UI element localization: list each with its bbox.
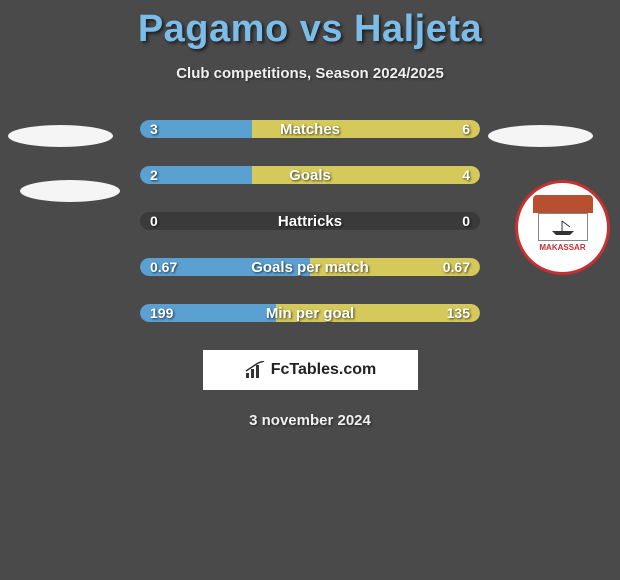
stat-label: Matches bbox=[280, 121, 340, 138]
stat-value-left: 2 bbox=[150, 167, 158, 183]
stat-row: 3 6 Matches bbox=[0, 120, 620, 138]
page-subtitle: Club competitions, Season 2024/2025 bbox=[0, 65, 620, 82]
stat-value-left: 199 bbox=[150, 305, 173, 321]
stat-value-left: 0 bbox=[150, 213, 158, 229]
brand-text: FcTables.com bbox=[271, 361, 377, 379]
brand-box[interactable]: FcTables.com bbox=[203, 350, 418, 390]
brand-chart-icon bbox=[244, 361, 266, 379]
bar-right-fill bbox=[252, 166, 480, 184]
stat-label: Goals per match bbox=[251, 259, 369, 276]
footer-date: 3 november 2024 bbox=[0, 412, 620, 429]
page-title: Pagamo vs Haljeta bbox=[0, 0, 620, 51]
stat-value-left: 3 bbox=[150, 121, 158, 137]
stat-label: Hattricks bbox=[278, 213, 342, 230]
stat-value-right: 4 bbox=[462, 167, 470, 183]
stat-value-right: 0 bbox=[462, 213, 470, 229]
stat-value-left: 0.67 bbox=[150, 259, 177, 275]
stat-value-right: 135 bbox=[447, 305, 470, 321]
stat-label: Goals bbox=[289, 167, 331, 184]
stat-row: 199 135 Min per goal bbox=[0, 304, 620, 322]
stat-value-right: 6 bbox=[462, 121, 470, 137]
stat-value-right: 0.67 bbox=[443, 259, 470, 275]
stat-row: 0.67 0.67 Goals per match bbox=[0, 258, 620, 276]
stats-container: 3 6 Matches 2 4 Goals 0 0 Hattricks 0.67 0.67 Goals… bbox=[0, 120, 620, 322]
stat-label: Min per goal bbox=[266, 305, 354, 322]
stat-row: 0 0 Hattricks bbox=[0, 212, 620, 230]
stat-row: 2 4 Goals bbox=[0, 166, 620, 184]
